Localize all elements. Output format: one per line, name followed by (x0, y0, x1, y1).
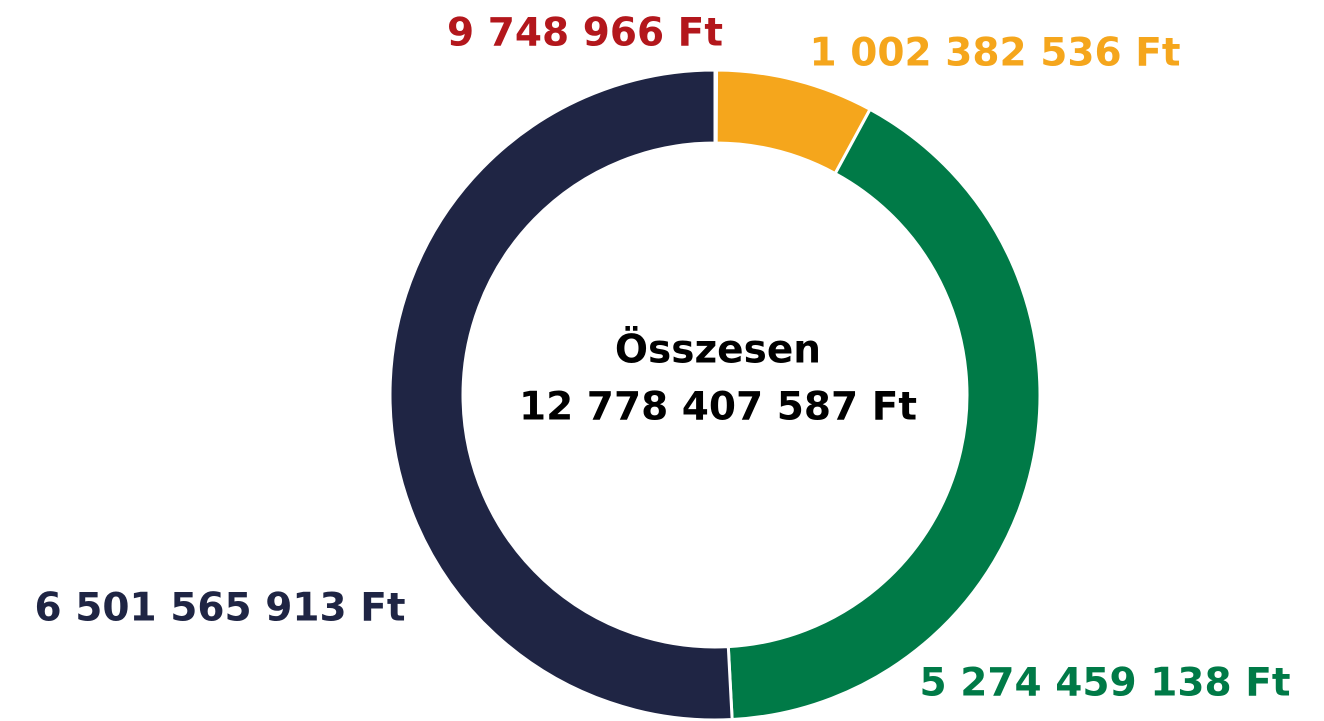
slice (726, 107, 1042, 721)
center-total: 12 778 407 587 Ft (519, 385, 917, 430)
slice (388, 68, 734, 721)
value-label: 1 002 382 536 Ft (810, 31, 1181, 76)
donut (388, 68, 1042, 721)
center-label: Összesen (615, 326, 821, 373)
value-label: 6 501 565 913 Ft (35, 586, 406, 631)
value-label: 5 274 459 138 Ft (920, 661, 1291, 706)
value-label: 9 748 966 Ft (447, 11, 723, 56)
